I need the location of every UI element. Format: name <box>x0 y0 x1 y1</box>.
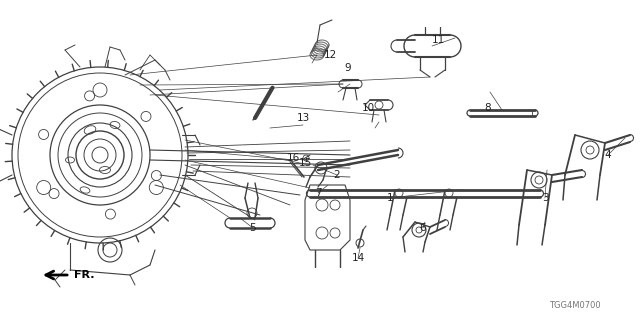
Text: 15: 15 <box>298 158 312 168</box>
Text: FR.: FR. <box>74 270 94 280</box>
Text: 6: 6 <box>420 223 426 233</box>
Text: 10: 10 <box>362 103 374 113</box>
Text: 1: 1 <box>387 193 394 203</box>
Text: 3: 3 <box>541 193 548 203</box>
Text: 11: 11 <box>431 35 445 45</box>
Text: 12: 12 <box>323 50 337 60</box>
Text: 5: 5 <box>250 223 256 233</box>
Text: 8: 8 <box>484 103 492 113</box>
Text: 14: 14 <box>351 253 365 263</box>
Text: 2: 2 <box>333 170 340 180</box>
Text: 13: 13 <box>296 113 310 123</box>
Text: TGG4M0700: TGG4M0700 <box>549 300 601 309</box>
Text: 9: 9 <box>345 63 351 73</box>
Text: 4: 4 <box>605 150 611 160</box>
Text: 7: 7 <box>315 188 321 198</box>
Text: 16: 16 <box>286 153 300 163</box>
